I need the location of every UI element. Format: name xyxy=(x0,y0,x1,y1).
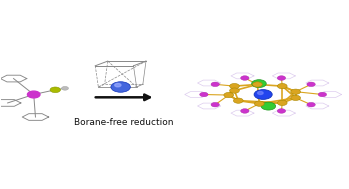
Circle shape xyxy=(291,95,300,101)
Circle shape xyxy=(211,102,220,107)
Circle shape xyxy=(241,76,249,80)
Circle shape xyxy=(28,91,40,98)
Circle shape xyxy=(277,109,285,113)
Circle shape xyxy=(277,76,285,80)
Circle shape xyxy=(261,102,276,110)
Circle shape xyxy=(111,82,131,92)
Circle shape xyxy=(277,100,287,105)
Circle shape xyxy=(200,92,208,97)
Circle shape xyxy=(224,92,233,98)
Circle shape xyxy=(254,90,272,99)
Circle shape xyxy=(291,89,300,94)
Circle shape xyxy=(277,84,287,89)
Circle shape xyxy=(230,88,239,93)
Circle shape xyxy=(50,87,60,93)
Circle shape xyxy=(307,102,315,107)
Circle shape xyxy=(253,82,262,87)
Circle shape xyxy=(318,92,327,97)
Circle shape xyxy=(252,80,266,88)
Circle shape xyxy=(254,101,264,106)
Circle shape xyxy=(211,82,220,87)
Circle shape xyxy=(233,98,243,103)
Circle shape xyxy=(230,84,239,89)
Circle shape xyxy=(307,82,315,87)
Circle shape xyxy=(115,83,121,87)
FancyArrowPatch shape xyxy=(96,94,150,100)
Circle shape xyxy=(258,91,263,94)
Circle shape xyxy=(241,109,249,113)
Circle shape xyxy=(61,86,68,90)
Text: Borane-free reduction: Borane-free reduction xyxy=(74,118,174,127)
